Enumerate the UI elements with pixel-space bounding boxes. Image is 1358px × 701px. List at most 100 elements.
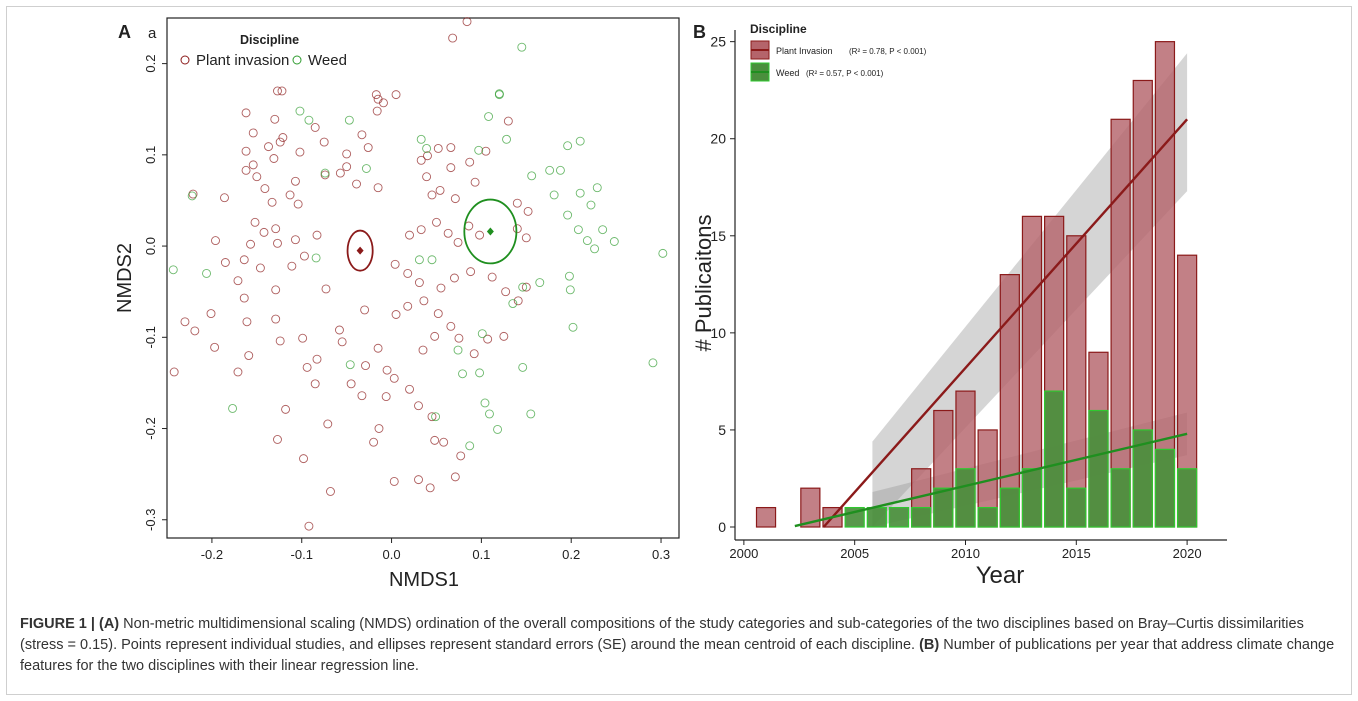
- plant-invasion-point: [260, 184, 270, 194]
- plant-invasion-point: [352, 179, 361, 189]
- weed-point: [508, 299, 518, 308]
- plant-invasion-point: [320, 170, 330, 180]
- weed-point: [518, 362, 528, 372]
- panel-a-x-tick-label: -0.2: [201, 547, 223, 562]
- plant-invasion-point: [465, 157, 475, 167]
- plant-invasion-point: [290, 176, 300, 186]
- weed-bar: [977, 506, 998, 528]
- plant-invasion-point: [361, 361, 370, 371]
- plant-invasion-point: [446, 163, 456, 173]
- panel-a-x-tick-label: 0.2: [562, 547, 580, 562]
- weed-bar: [1088, 409, 1109, 528]
- weed-point: [582, 236, 592, 246]
- plant-invasion-point: [248, 160, 258, 170]
- plant-invasion-point: [419, 296, 429, 306]
- weed-point: [590, 244, 600, 254]
- panel-b-x-tick-label: 2010: [951, 546, 980, 561]
- plant-invasion-point: [446, 321, 456, 331]
- weed-point: [485, 409, 494, 419]
- plant-invasion-point: [342, 149, 352, 159]
- plant-invasion-point: [501, 287, 511, 297]
- weed-point: [545, 165, 555, 175]
- weed-point: [563, 210, 573, 220]
- weed-bar: [999, 487, 1020, 528]
- plant-invasion-point: [310, 379, 320, 389]
- weed-bar: [1154, 448, 1176, 528]
- legend-weed-stats: (R² = 0.57, P < 0.001): [806, 69, 884, 78]
- weed-point: [361, 164, 371, 173]
- plant-invasion-point: [278, 133, 288, 142]
- figure-caption: FIGURE 1 | (A) Non-metric multidimension…: [20, 614, 1340, 677]
- plant-invasion-point: [443, 228, 453, 238]
- panel-a-ticks: -0.2 -0.1 0.0 0.1 0.2 0.3 -0.3 -0.2 -0.1 0.0 0.1 0.…: [143, 55, 670, 562]
- plant-invasion-point: [483, 334, 493, 344]
- panel-b-axes: 2000 2005 2010 2015 2020 0 5 10 15 20 25: [710, 30, 1227, 561]
- panel-a-y-tick-label: 0.1: [143, 146, 158, 164]
- plant-invasion-point: [416, 155, 426, 165]
- plant-invasion-point: [188, 189, 198, 199]
- plant-invasion-point: [405, 230, 414, 240]
- plant-invasion-point: [389, 476, 399, 486]
- panel-b-x-tick-label: 2000: [729, 546, 758, 561]
- weed-bar: [1176, 468, 1198, 528]
- weed-bar: [1110, 468, 1131, 528]
- legend-weed-marker: [292, 55, 302, 65]
- caption-a-text: Non-metric multidimensional scaling (NMD…: [20, 616, 1304, 653]
- weed-point: [526, 409, 536, 419]
- weed-point: [517, 42, 527, 52]
- panel-b-legend-title: Discipline: [750, 22, 807, 36]
- panel-a-y-tick-label: 0.0: [143, 237, 158, 255]
- plant-invasion-point: [271, 224, 281, 234]
- plant-invasion-point: [342, 162, 352, 172]
- weed-point: [565, 285, 575, 295]
- weed-point: [609, 237, 619, 246]
- plant-invasion-point: [335, 168, 345, 178]
- weed-point: [575, 136, 585, 146]
- plant-invasion-point: [390, 259, 400, 269]
- plant-invasion-point: [432, 217, 441, 227]
- plant-invasion-point: [267, 197, 277, 207]
- plant-invasion-bar: [1066, 235, 1087, 528]
- plant-invasion-point: [469, 349, 479, 359]
- plant-invasion-point: [246, 239, 255, 249]
- plant-invasion-point: [241, 165, 251, 175]
- panel-b-y-tick-label: 5: [718, 422, 726, 438]
- panel-b-y-tick-label: 25: [710, 34, 726, 50]
- plant-invasion-point: [244, 351, 254, 360]
- plant-invasion-point: [248, 128, 258, 138]
- plant-invasion-point: [374, 424, 384, 433]
- plant-invasion-point: [435, 185, 445, 195]
- panel-b-x-tick-label: 2015: [1062, 546, 1091, 561]
- plant-invasion-point: [290, 235, 300, 245]
- plant-invasion-point: [321, 284, 331, 294]
- plant-invasion-point: [252, 172, 262, 182]
- plant-invasion-point: [326, 487, 335, 496]
- plant-invasion-point: [285, 190, 295, 200]
- plant-invasion-point: [462, 17, 472, 27]
- plant-invasion-point: [269, 154, 279, 163]
- panel-a-y-tick-label: -0.1: [143, 326, 158, 348]
- weed-point: [494, 90, 504, 100]
- weed-point: [493, 424, 503, 434]
- plant-invasion-point: [299, 454, 308, 464]
- plant-invasion-point: [293, 199, 303, 209]
- weed-point: [295, 106, 305, 116]
- plant-invasion-point: [295, 147, 305, 157]
- plant-invasion-point: [423, 151, 432, 161]
- legend-plant-invasion-name: Plant Invasion: [776, 46, 833, 56]
- weed-point: [564, 271, 574, 281]
- legend-plant-invasion-marker: [180, 55, 190, 65]
- weed-bar: [933, 487, 954, 528]
- plant-invasion-point: [436, 283, 446, 293]
- panel-a-x-tick-label: 0.1: [472, 547, 490, 562]
- weed-point: [304, 115, 314, 125]
- panel-b-x-axis-label: Year: [976, 562, 1025, 589]
- plant-invasion-point: [425, 483, 435, 493]
- plant-invasion-point: [391, 90, 401, 100]
- weed-point: [345, 360, 355, 370]
- plant-invasion-point: [273, 86, 282, 96]
- plant-invasion-point: [466, 267, 476, 277]
- panel-a-centroids: [346, 198, 518, 272]
- panel-b-y-tick-label: 10: [710, 325, 726, 341]
- panel-a-legend-title: Discipline: [240, 33, 299, 47]
